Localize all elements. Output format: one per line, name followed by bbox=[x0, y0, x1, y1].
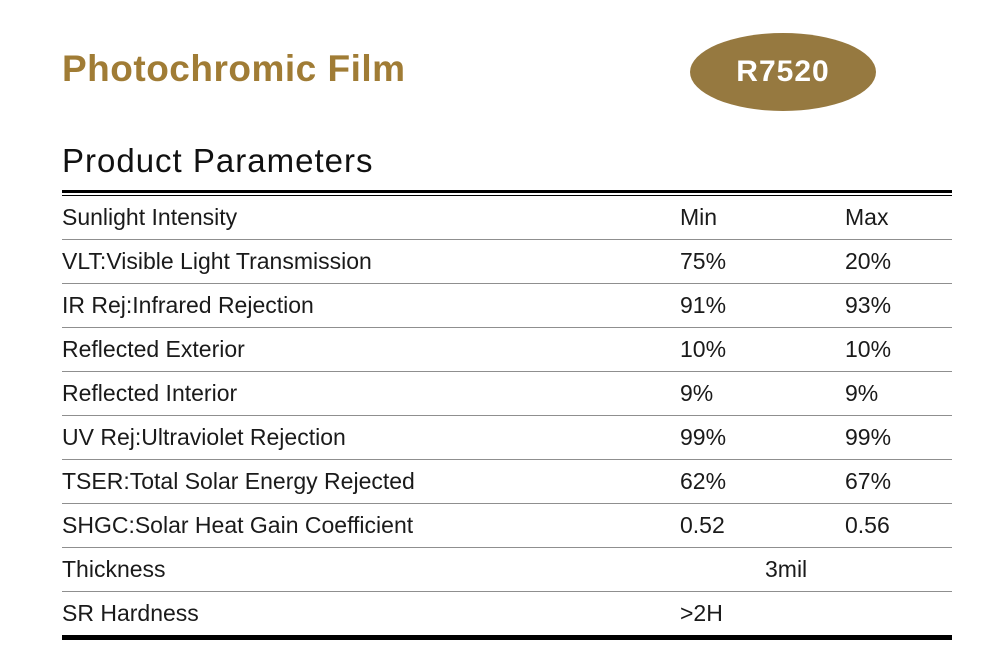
param-label: VLT:Visible Light Transmission bbox=[62, 248, 372, 274]
table-row: UV Rej:Ultraviolet Rejection 99% 99% bbox=[62, 416, 952, 460]
param-value: >2H bbox=[680, 600, 723, 626]
param-max-value: 99% bbox=[845, 424, 892, 450]
min-column-header: Min bbox=[680, 204, 718, 230]
parameters-table: Sunlight Intensity Min Max VLT:Visible L… bbox=[62, 196, 952, 635]
param-min-value: 62% bbox=[680, 468, 727, 494]
param-max-value: 93% bbox=[845, 292, 892, 318]
param-label: Sunlight Intensity bbox=[62, 204, 238, 230]
param-label: UV Rej:Ultraviolet Rejection bbox=[62, 424, 346, 450]
table-row: IR Rej:Infrared Rejection 91% 93% bbox=[62, 284, 952, 328]
param-min-value: 9% bbox=[680, 380, 714, 406]
page-title: Photochromic Film bbox=[62, 48, 406, 89]
table-bottom-divider bbox=[62, 635, 952, 640]
table-row: Reflected Exterior 10% 10% bbox=[62, 328, 952, 372]
table-row: Thickness 3mil bbox=[62, 548, 952, 592]
param-label: Reflected Interior bbox=[62, 380, 238, 406]
param-min-value: 0.52 bbox=[680, 512, 725, 538]
param-min-value: 10% bbox=[680, 336, 727, 362]
table-row: SR Hardness >2H bbox=[62, 592, 952, 635]
table-row: Reflected Interior 9% 9% bbox=[62, 372, 952, 416]
model-badge: R7520 bbox=[690, 33, 876, 111]
param-max-value: 9% bbox=[845, 380, 879, 406]
max-column-header: Max bbox=[845, 204, 889, 230]
header-divider bbox=[62, 190, 952, 196]
table-row: Sunlight Intensity Min Max bbox=[62, 196, 952, 240]
content-area: Photochromic Film R7520 Product Paramete… bbox=[62, 0, 952, 640]
param-min-value: 91% bbox=[680, 292, 727, 318]
param-min-value: 75% bbox=[680, 248, 727, 274]
param-min-value: 99% bbox=[680, 424, 727, 450]
param-label: SR Hardness bbox=[62, 600, 199, 626]
param-label: Reflected Exterior bbox=[62, 336, 245, 362]
param-max-value: 0.56 bbox=[845, 512, 890, 538]
model-badge-label: R7520 bbox=[736, 55, 830, 88]
param-label: Thickness bbox=[62, 556, 166, 582]
section-title: Product Parameters bbox=[62, 142, 374, 179]
table-row: SHGC:Solar Heat Gain Coefficient 0.52 0.… bbox=[62, 504, 952, 548]
param-label: TSER:Total Solar Energy Rejected bbox=[62, 468, 415, 494]
param-max-value: 20% bbox=[845, 248, 892, 274]
param-value: 3mil bbox=[765, 556, 808, 582]
table-row: VLT:Visible Light Transmission 75% 20% bbox=[62, 240, 952, 284]
table-row: TSER:Total Solar Energy Rejected 62% 67% bbox=[62, 460, 952, 504]
param-max-value: 67% bbox=[845, 468, 892, 494]
param-max-value: 10% bbox=[845, 336, 892, 362]
param-label: IR Rej:Infrared Rejection bbox=[62, 292, 314, 318]
param-label: SHGC:Solar Heat Gain Coefficient bbox=[62, 512, 414, 538]
header: Photochromic Film R7520 bbox=[62, 0, 952, 130]
